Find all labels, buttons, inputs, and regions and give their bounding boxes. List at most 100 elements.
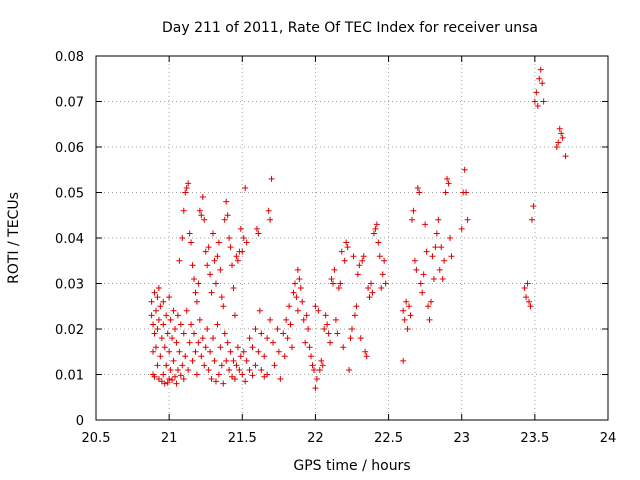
data-point: [370, 230, 377, 237]
x-tick-labels: 20.5 21 21.5 22 22.5 23 23.5 24: [82, 431, 617, 446]
data-point: [281, 353, 288, 360]
data-point: [321, 326, 328, 332]
data-point: [356, 262, 363, 269]
data-point: [208, 289, 215, 296]
data-point: [430, 275, 437, 282]
data-point: [556, 125, 563, 132]
data-point: [174, 312, 181, 319]
data-point: [331, 266, 338, 273]
data-point: [167, 316, 174, 323]
data-point: [359, 257, 366, 264]
data-point: [148, 312, 155, 319]
data-point: [211, 257, 218, 264]
data-point: [291, 280, 298, 287]
data-point: [252, 362, 259, 369]
data-point: [249, 344, 256, 351]
data-point: [169, 376, 176, 383]
data-point: [401, 316, 408, 323]
data-point: [183, 307, 190, 314]
data-point: [212, 280, 219, 287]
data-point: [226, 235, 233, 241]
data-point: [185, 180, 192, 187]
data-point: [154, 294, 161, 301]
data-point: [229, 262, 236, 269]
data-point: [154, 362, 161, 369]
data-point: [553, 144, 560, 150]
data-point: [180, 376, 187, 383]
data-point: [416, 189, 423, 196]
data-point: [427, 298, 434, 305]
data-point: [315, 307, 322, 314]
data-point: [426, 316, 433, 323]
data-point: [433, 230, 440, 237]
data-points: [148, 66, 569, 392]
data-point: [161, 344, 168, 351]
data-point: [242, 184, 249, 191]
data-point: [264, 371, 271, 378]
data-point: [349, 326, 355, 332]
data-point: [173, 380, 180, 387]
data-point: [188, 239, 195, 246]
data-point: [324, 321, 331, 328]
data-point: [429, 253, 436, 260]
data-point: [192, 348, 199, 355]
data-point: [205, 244, 212, 251]
data-point: [180, 330, 187, 337]
data-point: [177, 321, 184, 328]
data-point: [312, 303, 319, 310]
data-point: [458, 225, 465, 232]
data-point: [164, 379, 171, 386]
data-point: [226, 366, 233, 373]
data-point: [533, 89, 540, 96]
data-point: [337, 280, 344, 287]
data-point: [341, 257, 348, 264]
data-point: [155, 285, 162, 292]
data-point: [176, 257, 183, 264]
data-point: [161, 380, 168, 387]
data-point: [559, 134, 566, 141]
data-point: [444, 175, 451, 182]
data-point: [294, 266, 301, 273]
data-point: [299, 298, 306, 305]
data-point: [322, 312, 329, 319]
data-point: [286, 303, 293, 310]
data-point: [163, 312, 170, 319]
data-point: [294, 307, 301, 314]
data-point: [527, 303, 534, 310]
data-point: [210, 335, 217, 342]
data-point: [417, 280, 424, 287]
grid-lines: [96, 56, 608, 420]
data-point: [220, 380, 227, 387]
x-tick-label: 22.5: [374, 431, 403, 446]
data-point: [220, 303, 227, 310]
x-tick-label: 22: [307, 431, 324, 446]
data-point: [160, 298, 167, 305]
y-tick-label: 0.02: [55, 323, 84, 338]
data-point: [537, 66, 544, 73]
data-point: [378, 285, 385, 292]
data-point: [369, 289, 376, 296]
data-point: [447, 235, 454, 241]
data-point: [170, 357, 177, 364]
data-point: [215, 239, 222, 246]
data-point: [381, 257, 388, 264]
data-point: [167, 366, 174, 373]
data-point: [340, 344, 347, 351]
x-tick-label: 21.5: [228, 431, 257, 446]
data-point: [160, 371, 167, 378]
data-point: [261, 353, 268, 360]
data-point: [338, 248, 345, 255]
data-point: [166, 294, 173, 301]
data-point: [158, 335, 165, 342]
data-point: [246, 366, 253, 373]
data-point: [271, 362, 278, 369]
data-point: [375, 239, 382, 246]
data-point: [406, 303, 413, 310]
data-point: [363, 353, 370, 360]
data-point: [186, 230, 193, 237]
x-axis-label: GPS time / hours: [293, 458, 410, 474]
data-point: [224, 212, 231, 219]
data-point: [530, 203, 537, 210]
data-point: [423, 248, 430, 255]
data-point: [534, 103, 541, 110]
